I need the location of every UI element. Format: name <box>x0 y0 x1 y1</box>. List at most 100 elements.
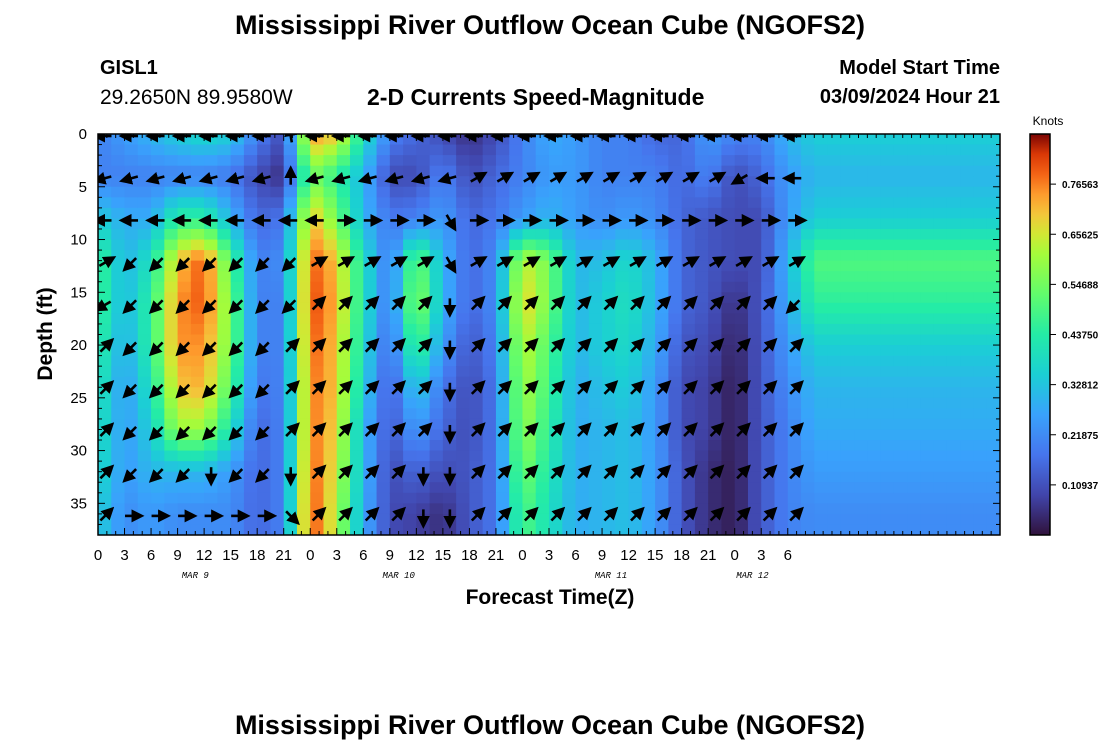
current-vector-arrow <box>470 171 488 184</box>
heatmap-cell <box>509 197 524 209</box>
heatmap-cell <box>827 397 842 409</box>
heatmap-cell <box>243 302 258 314</box>
current-vector-arrow <box>603 380 619 395</box>
heatmap-cell <box>350 218 364 230</box>
heatmap-cell <box>217 228 232 241</box>
heatmap-cell <box>323 155 338 167</box>
heatmap-cell <box>893 450 908 462</box>
heatmap-cell <box>350 418 364 431</box>
heatmap-cell <box>403 218 417 230</box>
heatmap-cell <box>880 418 895 431</box>
heatmap-cell <box>177 524 192 535</box>
heatmap-cell <box>456 482 471 494</box>
current-vector-arrow <box>254 341 270 357</box>
heatmap-cell <box>217 387 232 399</box>
heatmap-cell <box>549 482 563 494</box>
heatmap-cell <box>137 513 152 526</box>
heatmap-cell <box>151 144 165 156</box>
current-vector-arrow <box>603 422 619 437</box>
current-vector-arrow <box>311 295 327 311</box>
heatmap-cell <box>164 492 179 504</box>
heatmap-cell <box>509 355 524 367</box>
current-vector-arrow <box>656 380 672 395</box>
current-vector-arrow <box>523 422 539 437</box>
x-tick-label: 15 <box>647 547 664 564</box>
heatmap-cell <box>986 239 1000 251</box>
heatmap-cell <box>482 440 497 452</box>
heatmap-cell <box>310 323 325 336</box>
current-vector-arrow <box>550 422 566 437</box>
heatmap-cell <box>588 165 603 177</box>
heatmap-cell <box>761 408 776 420</box>
heatmap-cell <box>230 155 245 167</box>
heatmap-cell <box>151 524 165 535</box>
heatmap-cell <box>615 313 630 325</box>
heatmap-cell <box>151 186 165 198</box>
heatmap-cell <box>973 471 988 483</box>
heatmap-cell <box>124 292 139 304</box>
heatmap-cell <box>973 334 988 346</box>
heatmap-cell <box>456 271 471 283</box>
heatmap-cell <box>960 239 975 251</box>
heatmap-cell <box>124 207 139 220</box>
heatmap-cell <box>893 345 908 357</box>
heatmap-cell <box>310 397 325 409</box>
heatmap-cell <box>495 271 510 283</box>
heatmap-cell <box>482 408 497 420</box>
heatmap-cell <box>907 165 922 177</box>
heatmap-cell <box>641 271 656 283</box>
heatmap-cell <box>403 228 417 241</box>
heatmap-cell <box>694 323 709 336</box>
heatmap-cell <box>363 408 378 420</box>
heatmap-cell <box>920 345 935 357</box>
heatmap-cell <box>946 313 961 325</box>
heatmap-cell <box>124 313 139 325</box>
heatmap-cell <box>363 250 378 262</box>
heatmap-cell <box>880 355 895 367</box>
heatmap-cell <box>270 260 285 272</box>
heatmap-cell <box>920 186 935 198</box>
heatmap-cell <box>217 397 232 409</box>
heatmap-cell <box>482 503 497 515</box>
heatmap-cell <box>615 218 630 230</box>
heatmap-cell <box>761 144 776 156</box>
heatmap-cell <box>880 134 895 146</box>
heatmap-cell <box>296 197 311 209</box>
current-vector-arrow <box>576 256 594 269</box>
heatmap-cell <box>840 408 855 420</box>
heatmap-cell <box>628 440 643 452</box>
heatmap-cell <box>907 408 922 420</box>
heatmap-cell <box>190 292 205 304</box>
heatmap-cell <box>164 524 179 535</box>
heatmap-cell <box>323 144 338 156</box>
heatmap-cell <box>973 144 988 156</box>
heatmap-cell <box>217 471 232 483</box>
heatmap-cell <box>615 197 630 209</box>
heatmap-cell <box>840 313 855 325</box>
heatmap-cell <box>549 239 563 251</box>
heatmap-cell <box>124 228 139 241</box>
current-vector-arrow <box>523 506 539 522</box>
heatmap-cell <box>668 450 683 462</box>
heatmap-cell <box>376 207 391 220</box>
heatmap-cell <box>111 271 126 283</box>
heatmap-cell <box>721 207 736 220</box>
heatmap-cell <box>124 165 139 177</box>
heatmap-cell <box>456 323 471 336</box>
heatmap-cell <box>986 207 1000 220</box>
heatmap-cell <box>880 176 895 188</box>
heatmap-cell <box>893 313 908 325</box>
heatmap-cell <box>495 197 510 209</box>
heatmap-cell <box>403 155 417 167</box>
heatmap-cell <box>668 440 683 452</box>
heatmap-cell <box>787 292 802 304</box>
heatmap-cell <box>243 513 258 526</box>
current-vector-arrow <box>577 506 592 522</box>
heatmap-cell <box>827 281 842 293</box>
heatmap-cell <box>336 239 351 251</box>
heatmap-cell <box>204 197 218 209</box>
heatmap-cell <box>588 418 603 431</box>
heatmap-cell <box>562 503 577 515</box>
heatmap-cell <box>111 323 126 336</box>
heatmap-cell <box>310 482 325 494</box>
